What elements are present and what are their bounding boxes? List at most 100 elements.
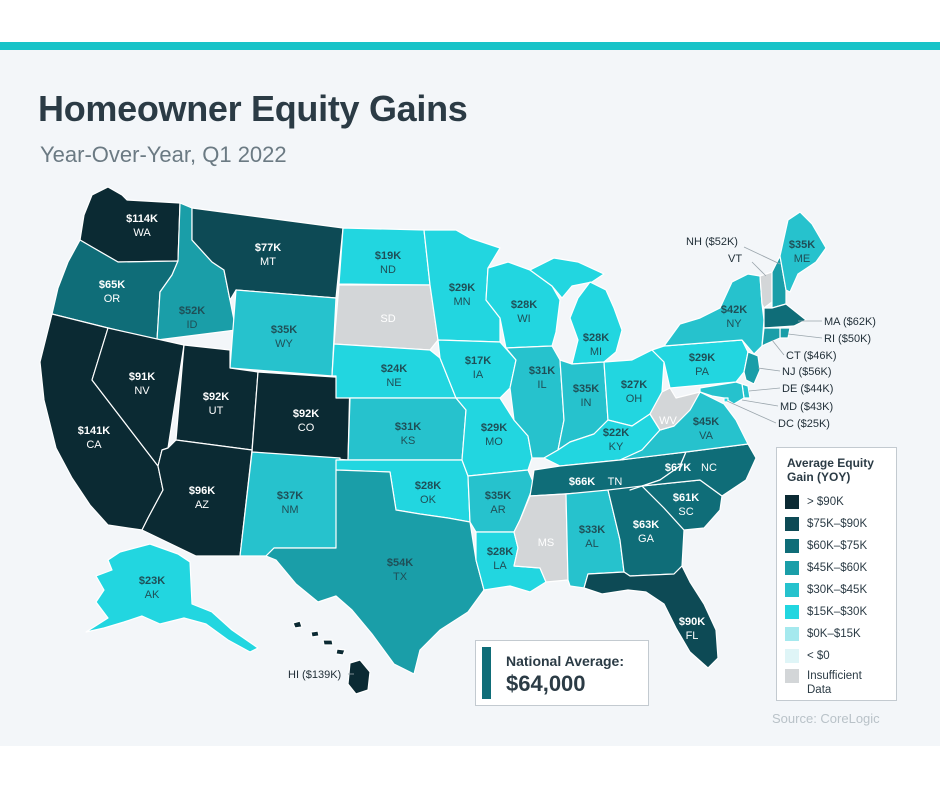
national-average-value: $64,000 — [506, 671, 586, 696]
state-code: GA — [638, 533, 655, 545]
state-NM[interactable]: $37K NM — [239, 451, 341, 557]
state-code: NV — [134, 385, 150, 397]
legend-label: $75K–$90K — [807, 518, 868, 530]
state-code: MS — [538, 537, 555, 549]
state-value: $61K — [673, 492, 699, 504]
state-value: $141K — [78, 425, 110, 437]
state-NE[interactable]: $24K NE — [331, 343, 457, 399]
state-VT[interactable] — [759, 271, 773, 309]
state-code: NY — [726, 318, 742, 330]
state-KS[interactable]: $31K KS — [347, 397, 467, 461]
state-code: WV — [659, 415, 677, 427]
accent-bar — [0, 42, 940, 50]
state-NC[interactable]: $67K NC — [629, 443, 757, 497]
state-code: IN — [581, 397, 592, 409]
state-OH[interactable]: $27K OH — [603, 349, 665, 427]
state-NJ[interactable] — [743, 351, 761, 385]
state-WV[interactable]: WV — [649, 387, 701, 431]
state-code: MN — [453, 296, 470, 308]
state-value: $96K — [189, 485, 215, 497]
state-code: OR — [104, 293, 121, 305]
state-CA[interactable]: $141K CA — [39, 313, 164, 531]
state-MS[interactable]: MS — [513, 493, 569, 583]
state-ME[interactable]: $35K ME — [779, 211, 827, 293]
state-code: NE — [386, 377, 401, 389]
state-SC[interactable]: $61K SC — [641, 479, 723, 531]
state-value: $66K — [569, 476, 595, 488]
label-DE: DE ($44K) — [782, 383, 833, 395]
state-code: AL — [585, 538, 598, 550]
state-code: MO — [485, 436, 503, 448]
state-MN[interactable]: $29K MN — [423, 229, 501, 343]
state-AZ[interactable]: $96K AZ — [141, 439, 253, 557]
state-CT[interactable] — [761, 327, 781, 347]
state-value: $67K — [665, 462, 691, 474]
state-HI[interactable] — [292, 620, 371, 695]
state-value: $28K — [487, 546, 513, 558]
state-CO[interactable]: $92K CO — [251, 371, 351, 461]
state-code: IA — [473, 369, 484, 381]
legend-label: $45K–$60K — [807, 562, 868, 574]
state-ID[interactable]: $52K ID — [156, 202, 237, 341]
state-ND[interactable]: $19K ND — [338, 227, 431, 286]
state-PA[interactable]: $29K PA — [651, 339, 749, 389]
state-value: $31K — [529, 365, 555, 377]
state-SD[interactable]: SD — [333, 284, 439, 351]
state-value: $29K — [481, 422, 507, 434]
state-value: $19K — [375, 250, 401, 262]
state-WY[interactable]: $35K WY — [229, 289, 337, 377]
state-AK[interactable]: $23K AK — [85, 543, 259, 653]
state-value: $42K — [721, 304, 747, 316]
source-note: Source: CoreLogic — [772, 711, 880, 726]
state-IL[interactable]: $31K IL — [505, 345, 565, 459]
label-CT: CT ($46K) — [786, 350, 837, 362]
state-GA[interactable]: $63K GA — [607, 485, 685, 577]
state-code: IL — [537, 379, 546, 391]
state-value: $17K — [465, 355, 491, 367]
legend-swatch — [785, 605, 799, 619]
state-value: $33K — [579, 524, 605, 536]
state-value: $92K — [203, 391, 229, 403]
state-value: $29K — [689, 352, 715, 364]
legend-label: < $0 — [807, 650, 830, 662]
label-HI: HI ($139K) — [288, 669, 341, 681]
state-value: $29K — [449, 282, 475, 294]
national-average-label: National Average: — [506, 653, 624, 669]
state-code: ND — [380, 264, 396, 276]
state-IN[interactable]: $35K IN — [557, 359, 609, 451]
state-RI[interactable] — [779, 327, 791, 339]
state-IA[interactable]: $17K IA — [437, 339, 517, 399]
page-title: Homeowner Equity Gains — [38, 88, 468, 129]
label-NJ: NJ ($56K) — [782, 366, 832, 378]
state-value: $52K — [179, 305, 205, 317]
state-MI[interactable]: $28K MI — [529, 257, 623, 365]
state-value: $54K — [387, 557, 413, 569]
state-NY[interactable]: $42K NY — [663, 273, 765, 355]
state-KY[interactable]: $22K KY — [543, 413, 661, 467]
legend: Average Equity Gain (YOY) > $90K $75K–$9… — [776, 447, 897, 701]
state-code: ME — [794, 253, 811, 265]
state-MO[interactable]: $29K MO — [455, 397, 533, 477]
state-value: $28K — [583, 332, 609, 344]
state-WI[interactable]: $28K WI — [485, 261, 561, 349]
national-average-box: National Average: $64,000 — [475, 640, 649, 706]
state-code: AK — [145, 589, 160, 601]
state-AR[interactable]: $35K AR — [467, 469, 535, 533]
state-code: NM — [281, 504, 298, 516]
state-code: FL — [686, 630, 699, 642]
state-code: VA — [699, 430, 714, 442]
state-WA[interactable]: $114K WA — [79, 186, 181, 263]
state-code: ID — [187, 319, 198, 331]
state-FL[interactable]: $90K FL — [583, 565, 719, 669]
label-MD: MD ($43K) — [780, 401, 833, 413]
state-MA[interactable] — [763, 303, 807, 329]
state-MT[interactable]: $77K MT — [191, 207, 344, 301]
label-VT: VT — [728, 253, 742, 265]
state-value: $92K — [293, 408, 319, 420]
state-value: $63K — [633, 519, 659, 531]
legend-label: $0K–$15K — [807, 628, 861, 640]
state-code: MT — [260, 256, 276, 268]
legend-swatch — [785, 495, 799, 509]
state-TX[interactable]: $54K TX — [265, 469, 485, 675]
